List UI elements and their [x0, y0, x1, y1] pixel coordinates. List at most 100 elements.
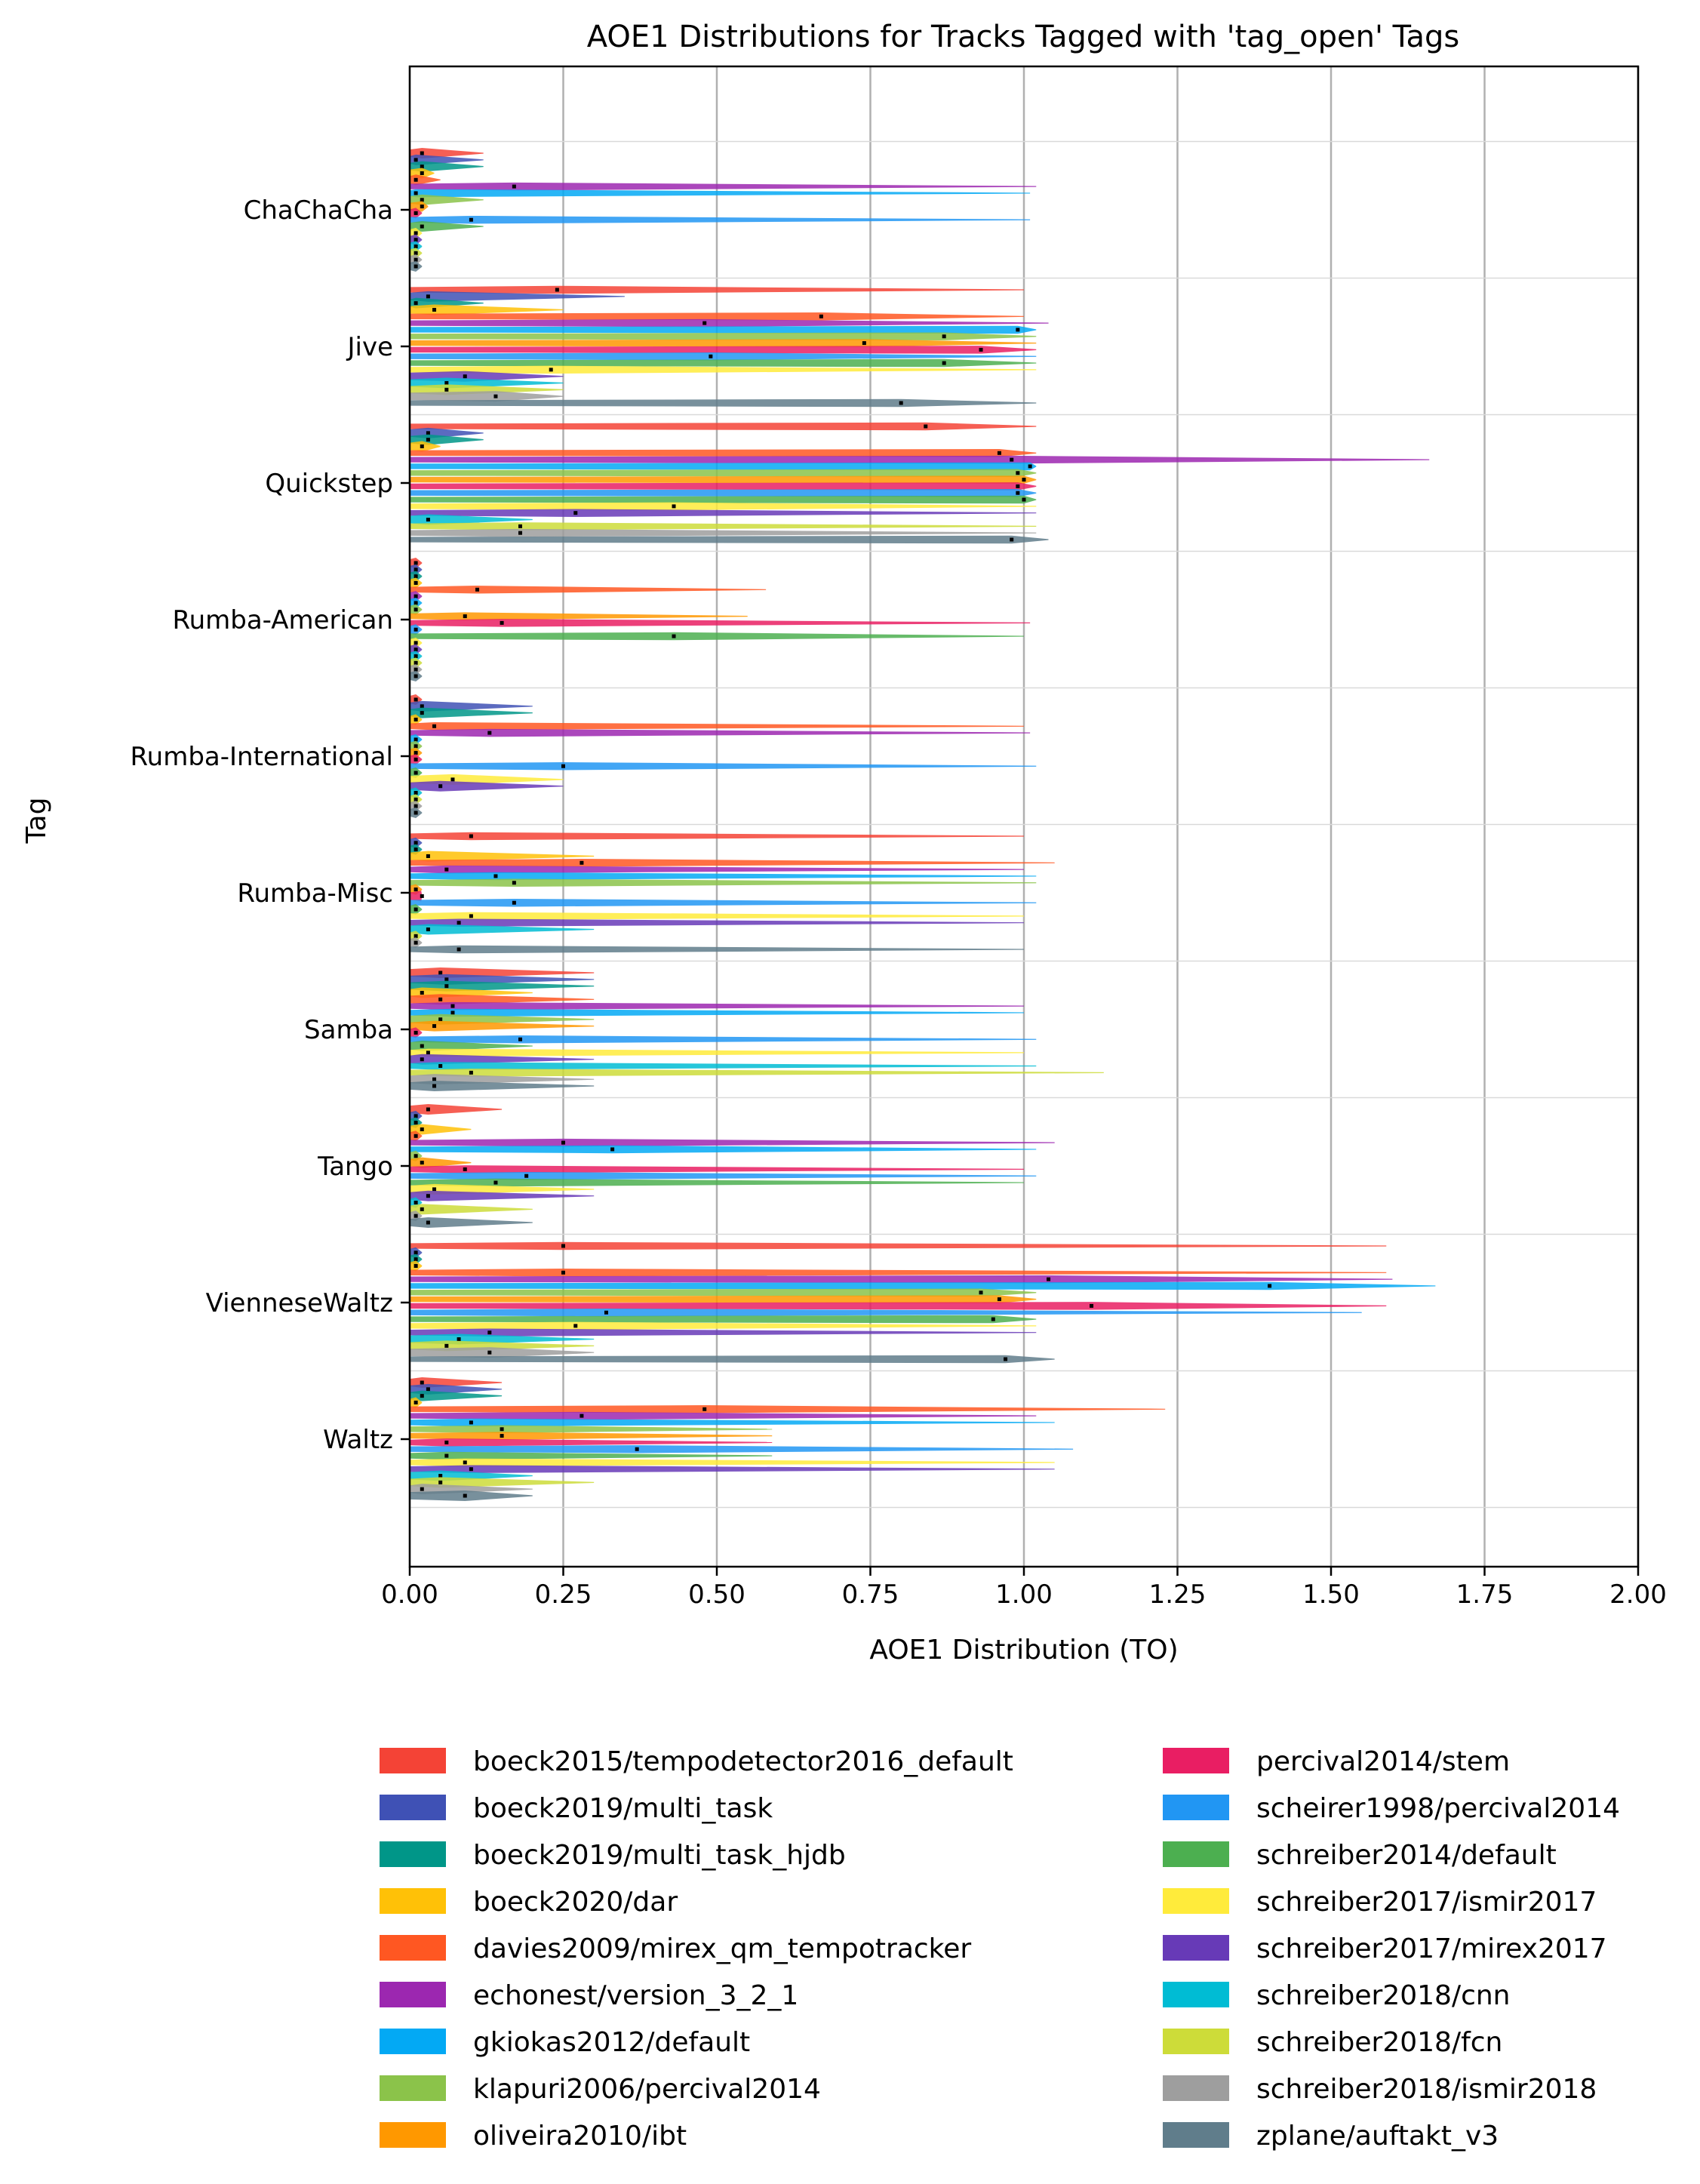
- median-marker: [561, 1140, 565, 1145]
- median-marker: [561, 764, 565, 768]
- violin-ChaChaCha-4: [410, 174, 441, 186]
- median-marker: [413, 717, 418, 721]
- violin-Rumba-Misc-7: [410, 878, 1037, 887]
- violin-Jive-0: [410, 285, 1024, 294]
- median-marker: [444, 867, 449, 872]
- violin-Jive-6: [410, 325, 1037, 334]
- violin-Rumba-Misc-12: [410, 912, 1024, 921]
- median-marker: [524, 1174, 529, 1178]
- median-marker: [413, 191, 418, 195]
- median-marker: [450, 1004, 455, 1008]
- violin-Quickstep-3: [410, 441, 441, 452]
- median-marker: [635, 1447, 639, 1451]
- violin-Tango-9: [410, 1165, 1024, 1174]
- median-marker: [413, 1030, 418, 1035]
- median-marker: [1090, 1303, 1094, 1308]
- median-marker: [1022, 497, 1026, 502]
- legend-swatch: [380, 1748, 446, 1773]
- median-marker: [493, 874, 498, 878]
- median-marker: [413, 757, 418, 761]
- violin-Quickstep-4: [410, 449, 1037, 457]
- median-marker: [549, 368, 553, 372]
- legend-label: schreiber2018/cnn: [1256, 1980, 1511, 2011]
- violin-Quickstep-8: [410, 475, 1037, 484]
- median-marker: [420, 1394, 424, 1398]
- median-marker: [426, 854, 430, 858]
- median-marker: [413, 245, 418, 249]
- legend-label: gkiokas2012/default: [473, 2027, 750, 2058]
- median-marker: [413, 744, 418, 749]
- median-marker: [426, 1107, 430, 1112]
- y-tick-label: Rumba-Misc: [237, 878, 393, 909]
- legend-swatch: [1163, 1935, 1229, 1961]
- violin-Samba-13: [410, 1054, 595, 1065]
- median-marker: [500, 620, 504, 625]
- median-marker: [420, 205, 424, 209]
- legend-label: oliveira2010/ibt: [473, 2121, 687, 2152]
- median-marker: [991, 1317, 995, 1321]
- violin-Rumba-American-8: [410, 612, 748, 620]
- median-marker: [413, 887, 418, 892]
- violin-Samba-6: [410, 1008, 1024, 1017]
- median-marker: [1022, 478, 1026, 482]
- median-marker: [413, 771, 418, 775]
- median-marker: [413, 211, 418, 215]
- violin-Jive-11: [410, 358, 1037, 368]
- median-marker: [420, 151, 424, 155]
- median-marker: [457, 1337, 461, 1342]
- violin-Quickstep-5: [410, 455, 1430, 464]
- legend-swatch: [380, 1795, 446, 1820]
- violin-ChaChaCha-11: [410, 221, 484, 232]
- legend-label: davies2009/mirex_qm_tempotracker: [473, 1933, 971, 1964]
- violin-Samba-5: [410, 1001, 1024, 1010]
- violin-Tango-13: [410, 1190, 595, 1201]
- legend-label: boeck2015/tempodetector2016_default: [473, 1746, 1013, 1777]
- median-marker: [432, 1077, 437, 1081]
- violin-marks: [410, 148, 1436, 1501]
- median-marker: [413, 1114, 418, 1118]
- legend-label: schreiber2018/fcn: [1256, 2027, 1502, 2058]
- median-marker: [512, 900, 516, 905]
- legend-swatch: [380, 1888, 446, 1914]
- median-marker: [426, 294, 430, 299]
- median-marker: [444, 977, 449, 982]
- violin-Tango-15: [410, 1204, 533, 1215]
- median-marker: [420, 224, 424, 229]
- median-marker: [561, 1244, 565, 1248]
- median-marker: [512, 881, 516, 885]
- median-marker: [420, 990, 424, 995]
- median-marker: [942, 334, 946, 339]
- median-marker: [413, 737, 418, 742]
- median-marker: [672, 504, 676, 509]
- violin-ChaChaCha-6: [410, 189, 1031, 198]
- x-tick-label: 1.50: [1302, 1580, 1360, 1610]
- median-marker: [1010, 457, 1014, 462]
- violin-Jive-16: [410, 391, 564, 402]
- legend-label: scheirer1998/percival2014: [1256, 1793, 1620, 1824]
- median-marker: [413, 648, 418, 652]
- violin-VienneseWaltz-16: [410, 1347, 595, 1358]
- violin-Quickstep-13: [410, 509, 1037, 517]
- legend-swatch: [1163, 1982, 1229, 2007]
- median-marker: [1016, 471, 1020, 475]
- median-marker: [413, 697, 418, 702]
- median-marker: [518, 1037, 523, 1041]
- median-marker: [420, 444, 424, 448]
- median-marker: [709, 354, 713, 358]
- median-marker: [942, 361, 946, 365]
- median-marker: [413, 1214, 418, 1218]
- median-marker: [413, 594, 418, 598]
- legend-label: boeck2020/dar: [473, 1887, 678, 1918]
- violin-Rumba-International-4: [410, 722, 1024, 731]
- x-tick-label: 0.75: [842, 1580, 899, 1610]
- median-marker: [438, 1017, 443, 1022]
- median-marker: [457, 921, 461, 925]
- violin-Tango-11: [410, 1178, 1024, 1187]
- median-marker: [438, 1474, 443, 1478]
- violin-Rumba-Misc-6: [410, 872, 1037, 881]
- y-tick-label: Jive: [346, 332, 393, 362]
- violin-Jive-1: [410, 291, 625, 302]
- violin-Quickstep-2: [410, 434, 484, 445]
- median-marker: [413, 654, 418, 659]
